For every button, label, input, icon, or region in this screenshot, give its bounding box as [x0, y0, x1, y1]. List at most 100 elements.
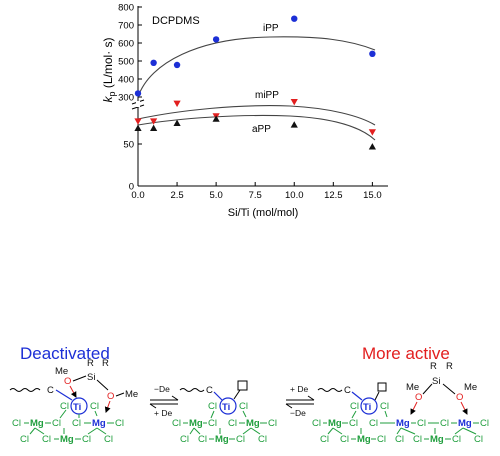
x-tick: 10.0 [285, 182, 304, 201]
svg-text:Cl: Cl [413, 434, 422, 445]
svg-text:Mg: Mg [30, 418, 44, 429]
x-tick: 7.5 [249, 182, 262, 201]
data-points [134, 15, 376, 150]
svg-text:Mg: Mg [215, 434, 229, 445]
deactivated-structure: C Ti O Me Si R R O Me Cl Cl Cl Mg Cl Cl … [9, 358, 138, 445]
data-point-ipp [212, 36, 220, 43]
y-tick-label: 700 [118, 21, 134, 32]
svg-text:Cl: Cl [42, 434, 51, 445]
vacant-site-structure: C Ti Cl Cl Cl Mg Cl Cl Mg Cl Cl Cl Mg Cl… [172, 380, 277, 445]
app-trend-curve [137, 114, 376, 141]
svg-text:Cl: Cl [198, 434, 207, 445]
y-tick: 300 [118, 93, 142, 104]
x-tick-label: 10.0 [285, 190, 304, 201]
ti-atom-middle [219, 397, 237, 415]
y-tick-label: 50 [123, 140, 134, 151]
svg-text:Ti: Ti [73, 402, 81, 413]
svg-text:C: C [206, 385, 213, 396]
series-label-app: aPP [252, 124, 271, 135]
svg-text:O: O [456, 392, 463, 403]
data-point-mipp [150, 118, 158, 125]
svg-text:kp (L/mol· s): kp (L/mol· s) [101, 37, 117, 102]
y-tick: 600 [118, 39, 142, 50]
data-point-ipp [150, 59, 157, 66]
more-active-title: More active [362, 344, 450, 363]
svg-text:Si: Si [432, 376, 440, 387]
svg-text:Cl: Cl [268, 418, 277, 429]
y-tick: 700 [118, 21, 142, 32]
data-point-ipp [173, 61, 181, 69]
active-site-square [377, 382, 387, 392]
equilibrium-arrow-1: −De + De [149, 384, 179, 418]
data-point-app [134, 124, 142, 132]
more-active-structure: C Ti Si R R O Me O Me Cl Cl Cl Mg Cl Cl … [312, 361, 489, 445]
svg-text:Cl: Cl [208, 418, 217, 429]
data-point-mipp [368, 129, 376, 136]
vacant-site-square [237, 380, 248, 391]
svg-text:Cl: Cl [208, 401, 217, 412]
svg-text:Mg: Mg [246, 418, 260, 429]
svg-text:Cl: Cl [236, 434, 245, 445]
legend-text: DCPDMS [152, 15, 200, 27]
svg-text:R: R [102, 358, 109, 369]
svg-text:Mg: Mg [60, 434, 74, 445]
arrow-2-back-label: −De [290, 408, 306, 418]
svg-text:Cl: Cl [480, 418, 489, 429]
data-point-app [173, 119, 181, 126]
data-point-mipp [173, 100, 181, 108]
svg-text:Cl: Cl [377, 434, 386, 445]
series-label-ipp: iPP [263, 23, 279, 34]
svg-text:C: C [47, 385, 54, 396]
y-tick-label: 400 [118, 75, 134, 86]
ipp-trend-curve [137, 36, 376, 98]
x-tick-label: 7.5 [249, 190, 262, 201]
y-tick: 800 [118, 3, 142, 14]
x-tick-label: 12.5 [324, 190, 343, 201]
svg-text:Me: Me [55, 366, 68, 377]
svg-text:Mg: Mg [396, 418, 410, 429]
data-point-app [150, 124, 158, 132]
svg-text:Cl: Cl [72, 418, 81, 429]
data-point-ipp [291, 15, 298, 22]
data-point-app [368, 143, 376, 150]
x-tick: 2.5 [170, 182, 184, 201]
series-label-mipp: miPP [255, 90, 279, 101]
svg-text:Cl: Cl [349, 418, 358, 429]
svg-text:Me: Me [464, 382, 477, 393]
x-axis-label: Si/Ti (mol/mol) [228, 207, 298, 219]
x-tick-label: 15.0 [363, 190, 382, 201]
y-tick-label: 800 [118, 3, 134, 14]
svg-text:Mg: Mg [430, 434, 444, 445]
svg-text:Cl: Cl [172, 418, 181, 429]
svg-text:Cl: Cl [474, 434, 483, 445]
svg-text:Cl: Cl [115, 418, 124, 429]
svg-text:O: O [107, 391, 114, 402]
y-tick-label: 500 [118, 57, 134, 68]
svg-text:Ti: Ti [222, 402, 230, 413]
svg-text:Cl: Cl [350, 401, 359, 412]
svg-text:Cl: Cl [417, 418, 426, 429]
svg-text:Cl: Cl [380, 401, 389, 412]
x-tick: 12.5 [324, 182, 343, 201]
svg-text:Cl: Cl [20, 434, 29, 445]
svg-text:R: R [430, 361, 437, 372]
y-tick: 50 [123, 140, 142, 151]
svg-text:Mg: Mg [357, 434, 371, 445]
svg-text:Si: Si [87, 372, 95, 383]
data-point-mipp [134, 118, 142, 125]
svg-text:Cl: Cl [239, 401, 248, 412]
y-tick-label: 0 [129, 182, 134, 193]
y-tick-label: 600 [118, 39, 134, 50]
svg-text:Mg: Mg [328, 418, 342, 429]
x-tick-label: 5.0 [210, 190, 223, 201]
svg-text:Me: Me [406, 382, 419, 393]
svg-text:Cl: Cl [12, 418, 21, 429]
svg-text:Cl: Cl [452, 434, 461, 445]
x-tick: 0.0 [131, 182, 145, 201]
y-tick: 0 [129, 182, 142, 193]
y-axis-label: kp (L/mol· s) [101, 37, 117, 102]
svg-text:O: O [64, 376, 71, 387]
svg-text:Cl: Cl [440, 418, 449, 429]
arrow-1-forward-label: −De [154, 384, 170, 394]
data-point-app [290, 121, 298, 128]
